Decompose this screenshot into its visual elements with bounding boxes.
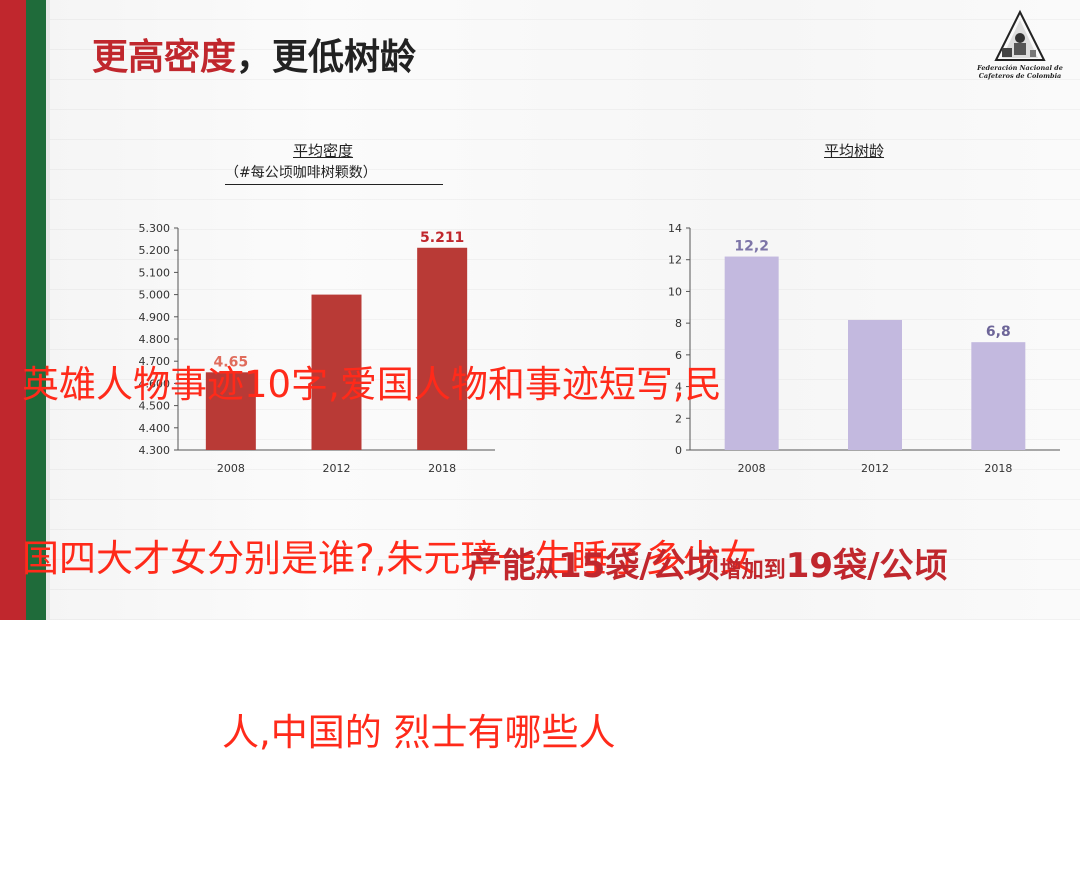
chart-1-ytick-label: 4.800 — [139, 333, 171, 346]
chart-1-ytick-label: 4.400 — [139, 422, 171, 435]
bottom-part-5: 19袋/公顷 — [785, 546, 948, 586]
chart-2-data-label: 12,2 — [734, 239, 769, 255]
chart-1-xtick-label: 2012 — [323, 462, 351, 475]
white-stripe — [46, 0, 50, 620]
chart-1-ytick-label: 5.100 — [139, 266, 171, 279]
overlay-line-1[interactable]: 英雄人物事迹10字,爱国人物和事迹短写,民 — [22, 363, 722, 406]
chart-1-bar — [311, 294, 362, 450]
chart-2-bar — [971, 342, 1026, 450]
chart-1-data-label: 5.211 — [420, 230, 464, 246]
chart-1-ytick-label: 4.500 — [139, 400, 171, 413]
chart-2-xtick-label: 2008 — [738, 462, 766, 475]
chart-2-tree-age: 14 12 10 8 6 4 2 0 2008 12,2 2012 2018 6,8 — [668, 222, 1060, 475]
chart-2-ytick-label: 8 — [675, 317, 682, 330]
bottom-statement: 产能从15袋/公顷增加到19袋/公顷 — [468, 536, 948, 596]
chart-1-ytick-label: 5.300 — [139, 222, 171, 235]
fnc-logo: Federación Nacional de Cafeteros de Colo… — [976, 9, 1063, 80]
logo-text-line-1: Federación Nacional de — [976, 64, 1063, 72]
chart-1-bar — [417, 247, 468, 450]
chart-2-ytick-label: 2 — [675, 412, 682, 425]
chart-1-subtitle: （#每公顷咖啡树颗数） — [225, 165, 377, 181]
chart-2-ytick-label: 0 — [675, 444, 682, 457]
chart-2-ytick-label: 10 — [668, 285, 682, 298]
chart-1-ytick-label: 4.900 — [139, 311, 171, 324]
slide-title: 更高密度，更低树龄 — [92, 30, 416, 86]
bottom-part-1: 产能 — [468, 546, 536, 586]
chart-1-ytick-label: 5.000 — [139, 289, 171, 302]
chart-1-xtick-label: 2008 — [217, 462, 245, 475]
chart-1-density: 5.300 5.200 5.100 5.000 4.900 4.800 4.700 4.600… — [139, 222, 495, 475]
bottom-part-4: 增加到 — [719, 558, 786, 583]
chart-1-bar — [205, 372, 256, 450]
overlay-line-3[interactable]: 人,中国的 烈士有哪些人 — [222, 711, 616, 754]
slide-background: 更高密度，更低树龄 Federación Nacional de Cafeter… — [0, 0, 1080, 754]
chart-2-ytick-label: 14 — [668, 222, 682, 235]
chart-2-ytick-label: 4 — [675, 381, 682, 394]
chart-2-bar — [724, 256, 779, 450]
green-stripe — [26, 0, 46, 620]
title-dark-part: ，更低树龄 — [236, 37, 417, 78]
overlay-line-2[interactable]: 国四大才女分别是谁?,朱元璋一生睡了多少女 — [22, 537, 757, 580]
chart-2-data-label: 6,8 — [986, 324, 1011, 340]
chart-1-ytick-label: 5.200 — [139, 244, 171, 257]
chart-1-xtick-label: 2018 — [428, 462, 456, 475]
bottom-part-2: 从 — [536, 558, 559, 583]
chart-2-xtick-label: 2018 — [984, 462, 1012, 475]
chart-2-ytick-label: 6 — [675, 349, 682, 362]
chart-2-ytick-label: 12 — [668, 254, 682, 267]
chart-1-ytick-label: 4.700 — [139, 355, 171, 368]
chart-1-ytick-label: 4.300 — [139, 444, 171, 457]
chart-1-ytick-label: 4.600 — [139, 377, 171, 390]
bottom-part-3: 15袋/公顷 — [558, 546, 720, 586]
title-red-part: 更高密度 — [92, 37, 237, 78]
chart-1-title: 平均密度 — [293, 142, 354, 160]
chart-2-xtick-label: 2012 — [861, 462, 889, 475]
chart-2-title: 平均树龄 — [824, 142, 885, 160]
chart-1-subtitle-underline — [225, 184, 443, 185]
chart-1-data-label: 4.65 — [214, 354, 249, 370]
logo-text-line-2: Cafeteros de Colombia — [979, 72, 1062, 80]
chart-2-bar — [848, 319, 902, 450]
red-stripe — [0, 0, 26, 620]
